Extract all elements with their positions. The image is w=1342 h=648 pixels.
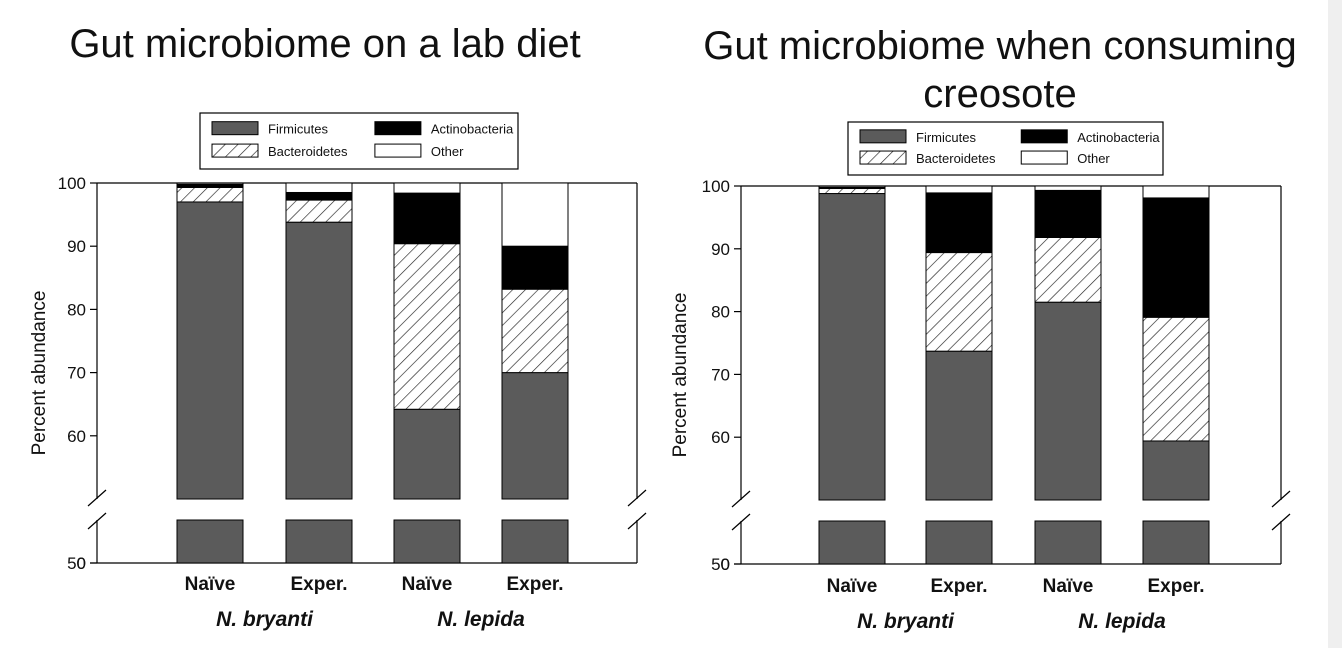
group-label: N. bryanti	[216, 608, 314, 631]
axis-break-mark	[1271, 513, 1291, 531]
axis-break-mark	[627, 512, 647, 530]
legend-swatch-other	[1020, 150, 1068, 165]
bar-segment-firmicutes	[285, 221, 353, 500]
category-label: Naïve	[1043, 576, 1094, 597]
bar-segment-bacteroidetes	[393, 243, 461, 410]
bar-segment-firmicutes	[818, 193, 886, 501]
bar-segment-firmicutes-lower	[176, 519, 244, 564]
bar-segment-other	[818, 185, 886, 188]
axis-break-mark	[731, 513, 751, 531]
bar-segment-firmicutes-lower	[393, 519, 461, 564]
bar-segment-firmicutes	[176, 201, 244, 500]
bar-segment-actinobacteria	[1034, 189, 1102, 238]
axis-break-mark	[731, 490, 751, 508]
category-label: Exper.	[506, 574, 563, 595]
legend-swatch-bacteroidetes	[211, 143, 259, 158]
y-tick-label: 100	[58, 174, 86, 193]
bar-segment-other	[925, 185, 993, 194]
bar-segment-other	[1142, 185, 1210, 199]
y-tick-label: 50	[711, 555, 730, 574]
bar-segment-firmicutes-lower	[285, 519, 353, 564]
axis-break-mark	[87, 512, 107, 530]
bar-segment-firmicutes	[1142, 440, 1210, 501]
category-label: Exper.	[1147, 576, 1204, 597]
bar-segment-firmicutes-lower	[501, 519, 569, 564]
y-tick-label: 80	[67, 300, 86, 319]
legend-swatch-actinobacteria	[374, 121, 422, 136]
legend-label-firmicutes: Firmicutes	[916, 130, 976, 145]
legend-swatch-other	[374, 143, 422, 158]
y-tick-label: 0	[721, 555, 730, 574]
bar-segment-other	[393, 182, 461, 194]
legend-label-actinobacteria: Actinobacteria	[431, 122, 514, 137]
legend-label-other: Other	[431, 144, 464, 159]
bar-segment-other	[501, 182, 569, 247]
bar-segment-actinobacteria	[393, 192, 461, 245]
legend-label-bacteroidetes: Bacteroidetes	[916, 151, 996, 166]
axis-break-mark	[627, 489, 647, 507]
bar-segment-actinobacteria	[501, 245, 569, 290]
legend-swatch-bacteroidetes	[859, 150, 907, 165]
bar-segment-other	[176, 182, 244, 185]
right-chart-title: Gut microbiome when consuming creosote	[703, 24, 1297, 116]
y-tick-label: 70	[67, 364, 86, 383]
bar-segment-firmicutes	[925, 350, 993, 501]
bar-segment-bacteroidetes	[1142, 316, 1210, 442]
category-label: Naïve	[827, 576, 878, 597]
axis-break-mark	[87, 489, 107, 507]
y-tick-label: 100	[702, 177, 730, 196]
legend-swatch-actinobacteria	[1020, 129, 1068, 144]
category-label: Exper.	[930, 576, 987, 597]
legend-swatch-firmicutes	[211, 121, 259, 136]
y-axis-label: Percent abundance	[29, 291, 50, 456]
left-chart-title: Gut microbiome on a lab diet	[69, 22, 581, 66]
bar-segment-firmicutes	[393, 408, 461, 500]
bar-segment-other	[285, 182, 353, 193]
y-tick-label: 90	[711, 240, 730, 259]
bar-segment-firmicutes-lower	[818, 520, 886, 565]
bar-segment-firmicutes	[1034, 301, 1102, 501]
y-axis-label: Percent abundance	[670, 293, 691, 458]
y-tick-label: 90	[67, 237, 86, 256]
y-tick-label: 60	[711, 428, 730, 447]
legend-label-firmicutes: Firmicutes	[268, 122, 328, 137]
group-label: N. bryanti	[857, 610, 955, 633]
bar-segment-bacteroidetes	[1034, 236, 1102, 303]
y-tick-label: 60	[67, 427, 86, 446]
category-label: Exper.	[290, 574, 347, 595]
bar-segment-actinobacteria	[285, 191, 353, 201]
lab-diet-chart: 050 60 70 80 90 100 Percent abundance Naïve Expe…	[29, 112, 647, 631]
y-tick-label: 70	[711, 365, 730, 384]
bar-segment-bacteroidetes	[285, 199, 353, 223]
y-tick-label: 50	[67, 554, 86, 573]
creosote-chart: 050 60 70 80 90 100 Percent abundance Naïve Expe…	[670, 121, 1291, 633]
legend-label-other: Other	[1077, 151, 1110, 166]
group-label: N. lepida	[1078, 610, 1166, 633]
y-tick-label: 0	[77, 554, 86, 573]
category-label: Naïve	[402, 574, 453, 595]
bar-segment-bacteroidetes	[176, 186, 244, 203]
bar-segment-actinobacteria	[925, 192, 993, 254]
bar-segment-actinobacteria	[1142, 197, 1210, 318]
bar-segment-bacteroidetes	[501, 288, 569, 374]
legend-swatch-firmicutes	[859, 129, 907, 144]
bar-segment-bacteroidetes	[818, 188, 886, 195]
bar-segment-other	[1034, 185, 1102, 191]
window-edge-strip	[1328, 0, 1342, 648]
category-label: Naïve	[185, 574, 236, 595]
axis-break-mark	[1271, 490, 1291, 508]
group-label: N. lepida	[437, 608, 525, 631]
bar-segment-firmicutes-lower	[1034, 520, 1102, 565]
bar-segment-firmicutes-lower	[925, 520, 993, 565]
bar-segment-firmicutes	[501, 372, 569, 500]
y-tick-label: 80	[711, 303, 730, 322]
legend-label-bacteroidetes: Bacteroidetes	[268, 144, 348, 159]
legend-label-actinobacteria: Actinobacteria	[1077, 130, 1160, 145]
bar-segment-firmicutes-lower	[1142, 520, 1210, 565]
bar-segment-bacteroidetes	[925, 252, 993, 352]
